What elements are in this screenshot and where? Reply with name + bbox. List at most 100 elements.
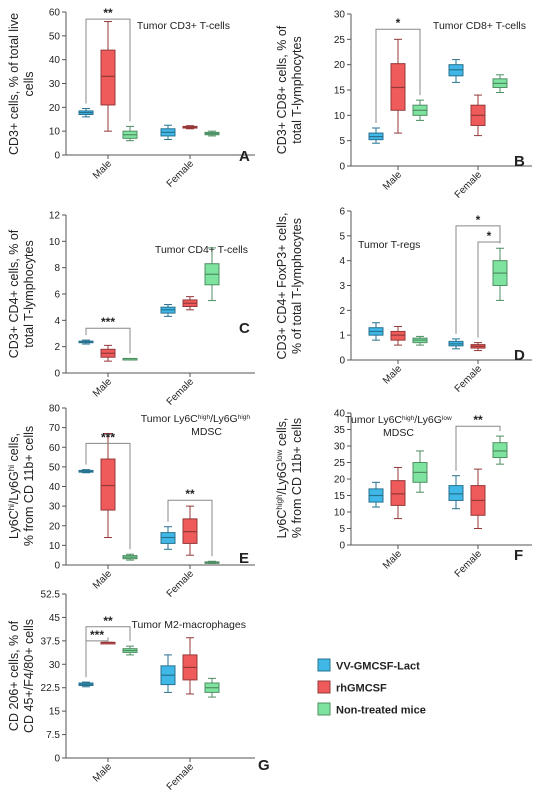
y-tick-label: 0	[54, 151, 60, 162]
box-non-treated-mice-male	[122, 553, 138, 561]
y-tick-label: 8	[54, 263, 60, 274]
y-tick-label: 30	[49, 502, 61, 513]
y-tick-label: 10	[49, 541, 61, 552]
x-tick-label: Female	[165, 158, 197, 190]
panel-letter: B	[514, 153, 525, 170]
bracket-line	[85, 327, 131, 354]
box-iqr	[390, 480, 406, 506]
y-tick-label: 0	[339, 541, 345, 552]
box-non-treated-mice-male	[412, 450, 428, 493]
y-tick-label: 40	[49, 482, 61, 493]
y-tick-label: 2	[339, 306, 345, 317]
y-tick-label: 7.5	[46, 730, 60, 741]
bracket-line	[85, 626, 131, 678]
y-tick-label: 0	[54, 561, 60, 572]
box-vv-gmcsf-lact-male	[78, 681, 94, 688]
panel-letter: F	[514, 547, 523, 564]
significance-label: *	[396, 16, 401, 30]
box-non-treated-mice-female	[204, 247, 220, 302]
x-tick-label: Male	[91, 761, 114, 784]
significance-label: **	[103, 614, 113, 628]
y-tick-label: 20	[334, 475, 346, 486]
x-tick-label: Male	[91, 158, 114, 181]
panel-title: Tumor M2-macrophages	[131, 619, 246, 631]
y-tick-label: 0	[54, 754, 60, 765]
significance-bracket: **	[455, 413, 501, 471]
panel-letter: C	[239, 320, 250, 337]
y-tick-label: 52.5	[41, 590, 61, 601]
y-tick-label: 0	[54, 369, 60, 380]
y-tick-label: 70	[49, 423, 61, 434]
x-tick-label: Male	[91, 568, 114, 591]
y-tick-label: 5	[339, 136, 345, 147]
box-non-treated-mice-female	[492, 435, 508, 465]
panel-g: 0 7.5 15 22.5 30 37.5 45 52.5 Male Female ***** Tum…	[7, 590, 270, 793]
box-non-treated-mice-female	[204, 560, 220, 564]
box-rhgmcsf-male	[100, 641, 116, 645]
significance-label: **	[103, 6, 113, 20]
box-vv-gmcsf-lact-female	[160, 526, 176, 550]
x-tick-label: Female	[453, 363, 485, 395]
box-iqr	[100, 458, 116, 511]
y-axis-label: CD3+ CD4+ FoxP3+ cells,% of total T-lymp…	[275, 213, 304, 360]
bracket-line	[85, 442, 131, 550]
box-non-treated-mice-female	[204, 677, 220, 698]
significance-label: **	[185, 487, 195, 501]
panel-letter: A	[239, 148, 250, 165]
box-vv-gmcsf-lact-female	[160, 654, 176, 693]
box-iqr	[390, 330, 406, 341]
panel-title-line: MDSC	[383, 427, 414, 439]
y-tick-label: 30	[49, 79, 61, 90]
box-rhgmcsf-male	[100, 433, 116, 539]
box-rhgmcsf-female	[470, 468, 486, 529]
panel-d: 0 1 2 3 4 5 6 Male Female * * Tumor T-regs CD3+ CD4+…	[275, 207, 532, 395]
y-tick-label: 35	[334, 425, 346, 436]
y-tick-label: 10	[49, 127, 61, 138]
x-tick-label: Male	[381, 169, 404, 192]
y-tick-label: 15	[334, 491, 346, 502]
significance-label: **	[473, 413, 483, 427]
y-tick-label: 30	[334, 442, 346, 453]
significance-bracket: ***	[85, 628, 109, 678]
x-tick-label: Male	[91, 376, 114, 399]
box-vv-gmcsf-lact-female	[448, 59, 464, 83]
box-iqr	[448, 485, 464, 501]
legend-label: VV-GMCSF-Lact	[336, 661, 420, 673]
y-tick-label: 20	[49, 521, 61, 532]
y-tick-label: 3	[339, 281, 345, 292]
box-non-treated-mice-male	[412, 99, 428, 121]
y-axis-label: CD3+ CD8+ cells, % oftotal T-lymphocytes	[275, 25, 304, 154]
y-tick-label: 0	[339, 356, 345, 367]
box-non-treated-mice-male	[122, 357, 138, 361]
y-tick-label: 12	[49, 211, 61, 222]
box-non-treated-mice-female	[492, 247, 508, 301]
box-vv-gmcsf-lact-female	[160, 304, 176, 317]
y-tick-label: 60	[49, 8, 61, 19]
bracket-line	[455, 225, 501, 334]
y-tick-label: 40	[334, 409, 346, 420]
y-tick-label: 50	[49, 31, 61, 42]
y-tick-label: 80	[49, 404, 61, 415]
bracket-line	[477, 241, 501, 338]
y-tick-label: 25	[334, 35, 346, 46]
box-vv-gmcsf-lact-female	[448, 475, 464, 510]
x-tick-label: Female	[165, 376, 197, 408]
box-rhgmcsf-male	[390, 325, 406, 346]
x-tick-label: Male	[381, 548, 404, 571]
bracket-line	[85, 18, 131, 122]
bracket-line	[375, 28, 421, 123]
box-rhgmcsf-male	[100, 21, 116, 132]
y-axis-label: Ly6Chi/Ly6Ghi cells,% from CD 11b+ cells	[7, 426, 37, 546]
y-tick-label: 6	[339, 207, 345, 218]
y-tick-label: 15	[334, 86, 346, 97]
box-rhgmcsf-male	[100, 344, 116, 362]
panel-title: Tumor T-regs	[358, 239, 420, 251]
box-vv-gmcsf-lact-male	[78, 469, 94, 474]
y-tick-label: 5	[339, 524, 345, 535]
box-rhgmcsf-female	[470, 342, 486, 352]
legend-label: Non-treated mice	[336, 705, 426, 717]
y-axis-label: Ly6Chigh/Ly6Glow cells,% from CD 11b+ ce…	[275, 418, 305, 539]
legend-label: rhGMCSF	[336, 683, 387, 695]
